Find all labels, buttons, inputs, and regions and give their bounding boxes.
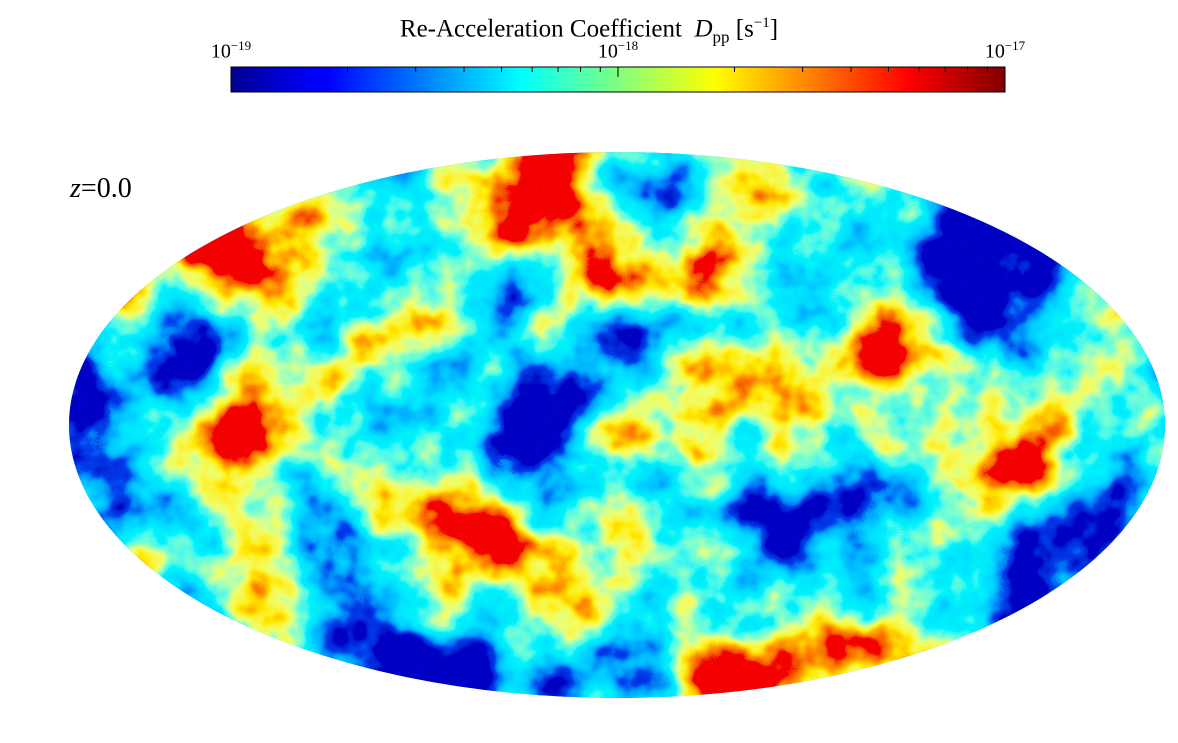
colorbar-title: Re-Acceleration Coefficient Dpp [s−1] [0,8,1178,52]
colorbar-tick-label-mid: 10−18 [598,34,638,64]
tick-base: 10 [597,40,618,63]
colorbar-label-unit: [s [735,15,754,43]
colorbar-label-unit-close: ] [769,15,779,43]
mollweide-sky-map [69,152,1165,698]
colorbar-tick-label-max: 10−17 [985,34,1025,64]
tick-exponent: −18 [617,38,639,53]
redshift-symbol: z [70,173,81,204]
tick-base: 10 [984,40,1005,63]
colorbar-label-unit-exponent: −1 [753,15,770,31]
colorbar-ticks [230,67,1006,77]
colorbar-tick-label-min: 10−19 [211,34,251,64]
tick-base: 10 [210,40,231,63]
redshift-value: 0.0 [96,173,132,204]
redshift-eq: = [80,173,97,204]
colorbar-label-symbol: D [694,15,713,43]
tick-exponent: −19 [230,38,252,53]
tick-exponent: −17 [1004,38,1026,53]
colorbar-label-text: Re-Acceleration Coefficient [399,15,682,43]
redshift-annotation: z=0.0 [70,172,132,206]
colorbar-label-subscript: pp [712,27,730,47]
